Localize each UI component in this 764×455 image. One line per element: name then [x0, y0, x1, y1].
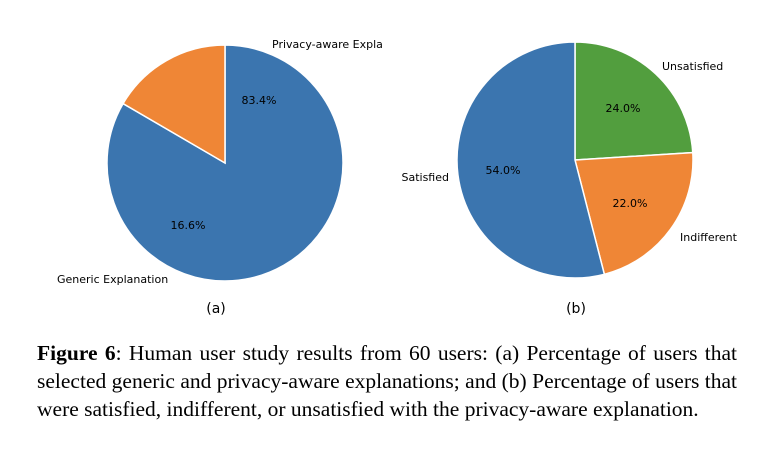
slice-percent-label: 54.0% — [486, 164, 521, 177]
slice-percent-label: 16.6% — [171, 219, 206, 232]
figure-caption: Figure 6: Human user study results from … — [37, 339, 737, 423]
slice-percent-label: 24.0% — [606, 102, 641, 115]
figure-label: Figure 6 — [37, 341, 116, 365]
pie-slice-generic-explanation — [122, 44, 226, 165]
pie-slice-unsatisfied — [574, 41, 694, 161]
pie-slice-privacy-aware-explanation — [106, 44, 344, 282]
pie-slice-satisfied — [456, 41, 606, 279]
panel-label-b: (b) — [566, 301, 586, 317]
slice-percent-label: 83.4% — [242, 94, 277, 107]
caption-text: : Human user study results from 60 users… — [37, 341, 738, 421]
panel-label-a: (a) — [206, 301, 226, 317]
pie-chart-a: Privacy-aware Explanation 83.4% Generic Ex… — [57, 38, 382, 317]
figure-charts: Privacy-aware Explanation 83.4% Generic Ex… — [57, 38, 738, 317]
pie-chart-b: Unsatisfied 24.0% Indifferent 22.0% Satisfie… — [401, 41, 738, 317]
slice-label: Privacy-aware Explanation — [272, 38, 382, 51]
slice-label: Indifferent — [680, 231, 738, 244]
pie-slice-indifferent — [574, 151, 694, 276]
slice-label: Satisfied — [401, 171, 449, 184]
slice-percent-label: 22.0% — [613, 197, 648, 210]
slice-label: Unsatisfied — [662, 60, 723, 73]
slice-label: Generic Explanation — [57, 273, 168, 286]
